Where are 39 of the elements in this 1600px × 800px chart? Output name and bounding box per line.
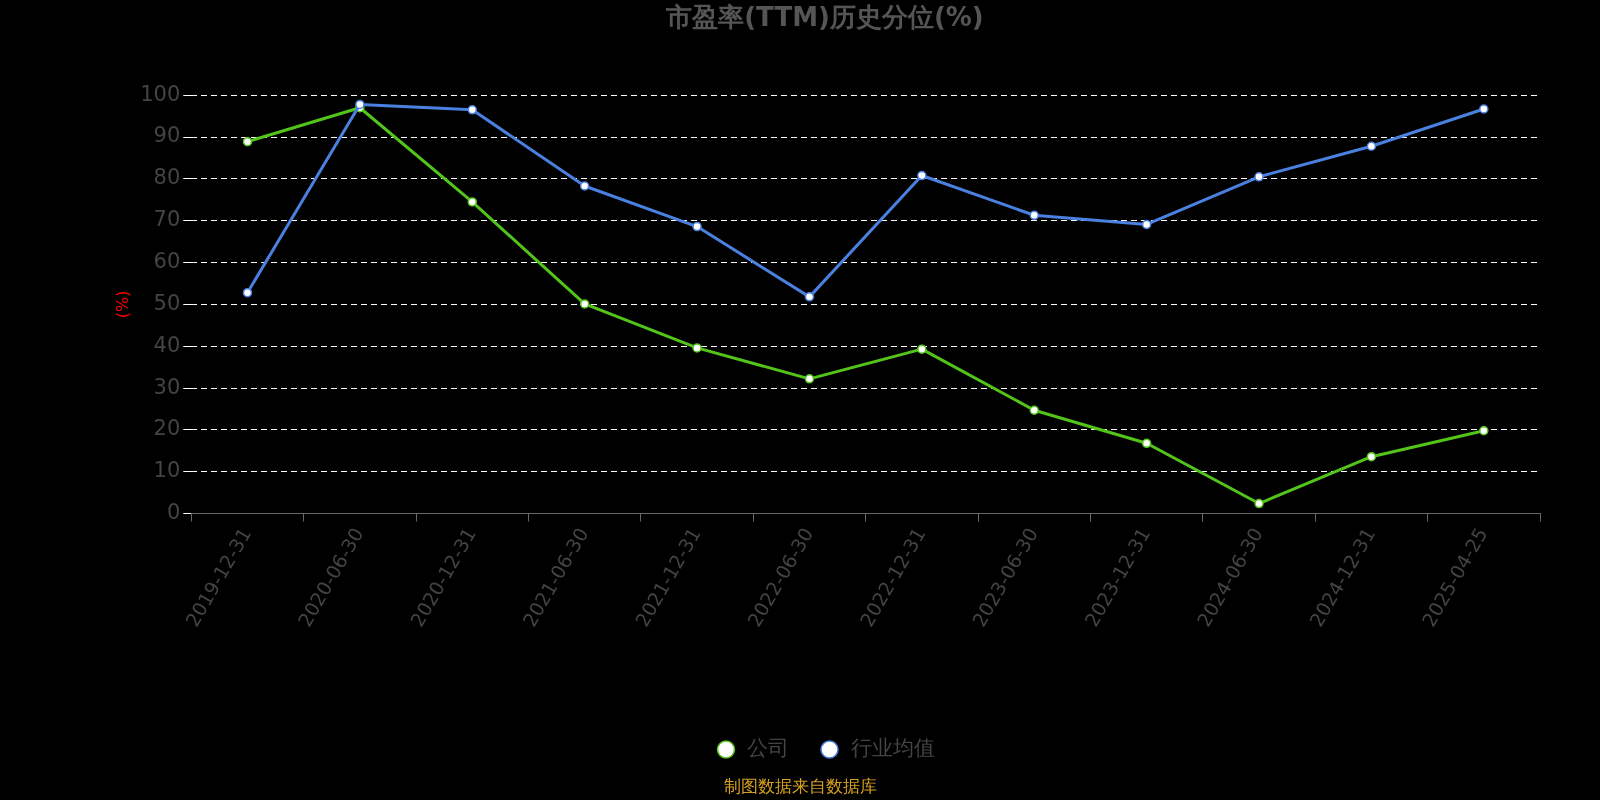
legend-label: 公司	[747, 735, 789, 760]
point	[355, 99, 365, 110]
point	[579, 181, 590, 191]
y-tick-label: 60	[153, 249, 181, 273]
y-tick-label: 100	[140, 81, 181, 106]
point	[917, 344, 927, 354]
y-tick-label: 50	[153, 290, 181, 315]
point	[804, 292, 815, 302]
point	[1141, 219, 1152, 230]
point	[1254, 172, 1264, 182]
point	[1029, 405, 1039, 415]
y-tick-label: 40	[153, 332, 181, 357]
y-axis-title: (%)	[112, 290, 132, 319]
point	[917, 170, 927, 181]
y-tick-label: 30	[153, 374, 181, 399]
chart-title: 市盈率(TTM)历史分位(%)	[665, 2, 984, 33]
text: 制图数据来自数据库	[723, 776, 877, 797]
point	[1366, 451, 1377, 462]
point	[804, 374, 815, 384]
point	[1366, 141, 1377, 151]
y-tick-label: 20	[153, 416, 181, 441]
y-tick-label: 90	[153, 123, 181, 148]
point	[1254, 498, 1264, 509]
point	[1029, 210, 1039, 221]
point	[692, 221, 702, 232]
point	[692, 343, 702, 353]
y-tick-label: 80	[153, 165, 181, 190]
y-tick-label: 10	[153, 458, 181, 483]
y-tick-label: 0	[166, 500, 181, 525]
point	[1141, 438, 1152, 449]
point	[242, 287, 253, 298]
point	[242, 136, 253, 147]
y-tick-label: 70	[153, 207, 181, 232]
point	[1479, 104, 1489, 114]
point	[467, 197, 478, 207]
point	[1479, 425, 1489, 436]
point	[467, 105, 478, 115]
legend-label: 行业均值	[850, 735, 935, 760]
point	[579, 299, 590, 309]
